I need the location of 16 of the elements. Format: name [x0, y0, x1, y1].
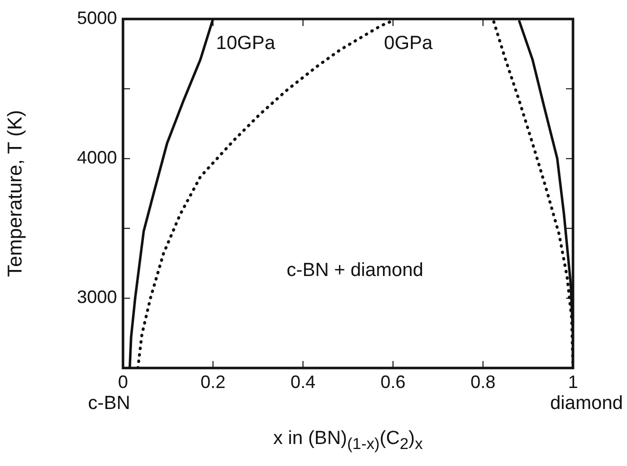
y-tick-label: 5000 — [76, 8, 117, 28]
x-tick-label: 0.4 — [290, 372, 316, 392]
annotation: 0GPa — [384, 33, 433, 55]
x-tick-label: 0.8 — [470, 372, 496, 392]
x-tick-label: 0 — [118, 372, 128, 392]
text: c-BN — [88, 393, 130, 415]
y-axis-title: Temperature, T (K) — [4, 110, 27, 278]
x-tick-label: 0.6 — [380, 372, 406, 392]
annotation: c-BN + diamond — [286, 260, 424, 282]
x-tick-label: 1 — [568, 372, 578, 392]
x-axis-title: x in (BN)$_{(1-x)}$(C$_{2}$)$_{x}$ — [273, 428, 423, 454]
annotation: 10GPa — [216, 33, 276, 55]
y-tick-label: 3000 — [76, 287, 117, 308]
x-tick-label: 0.2 — [200, 372, 226, 392]
y-tick-label: 4000 — [76, 148, 117, 168]
text: diamond — [550, 393, 623, 415]
